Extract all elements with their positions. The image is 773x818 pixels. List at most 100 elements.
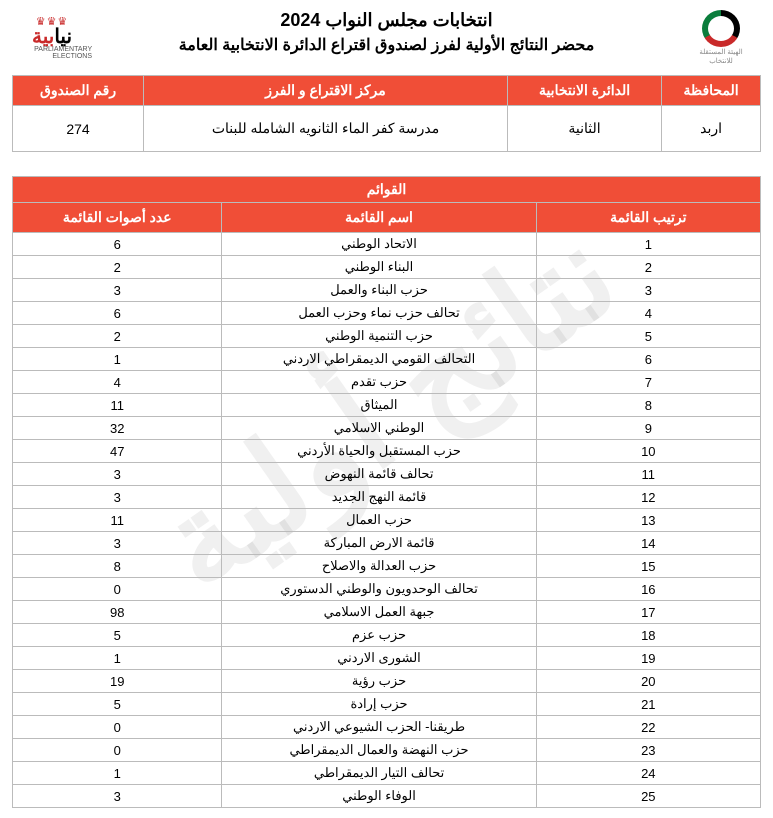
cell-name: البناء الوطني — [222, 256, 536, 279]
swirl-icon — [702, 10, 740, 47]
table-row: 18حزب عزم5 — [13, 624, 761, 647]
table-row: 25الوفاء الوطني3 — [13, 785, 761, 808]
cell-name: تحالف الوحدويون والوطني الدستوري — [222, 578, 536, 601]
cell-rank: 9 — [536, 417, 760, 440]
cell-votes: 0 — [13, 739, 222, 762]
cell-rank: 3 — [536, 279, 760, 302]
table-row: 15حزب العدالة والاصلاح8 — [13, 555, 761, 578]
page-title-1: انتخابات مجلس النواب 2024 — [92, 10, 681, 31]
logo-brand: نيابية — [32, 28, 72, 46]
cell-votes: 1 — [13, 647, 222, 670]
cell-votes: 8 — [13, 555, 222, 578]
info-center: مدرسة كفر الماء الثانويه الشامله للبنات — [144, 106, 508, 152]
cell-rank: 10 — [536, 440, 760, 463]
table-row: 2البناء الوطني2 — [13, 256, 761, 279]
cell-rank: 5 — [536, 325, 760, 348]
table-row: 20حزب رؤية19 — [13, 670, 761, 693]
lists-header-rank: ترتيب القائمة — [536, 203, 760, 233]
info-header-center: مركز الاقتراع و الفرز — [144, 76, 508, 106]
table-row: 21حزب إرادة5 — [13, 693, 761, 716]
logo-sub: PARLIAMENTARY ELECTIONS — [12, 46, 92, 60]
cell-name: تحالف قائمة النهوض — [222, 463, 536, 486]
cell-name: الشورى الاردني — [222, 647, 536, 670]
cell-votes: 3 — [13, 279, 222, 302]
cell-name: الوطني الاسلامي — [222, 417, 536, 440]
lists-header-votes: عدد أصوات القائمة — [13, 203, 222, 233]
logo-elections: ♛♛♛ نيابية PARLIAMENTARY ELECTIONS — [12, 10, 92, 65]
cell-name: حزب إرادة — [222, 693, 536, 716]
commission-line2: للانتخاب — [709, 58, 733, 65]
cell-rank: 11 — [536, 463, 760, 486]
cell-votes: 3 — [13, 785, 222, 808]
cell-name: حزب التنمية الوطني — [222, 325, 536, 348]
table-row: 10حزب المستقبل والحياة الأردني47 — [13, 440, 761, 463]
cell-name: حزب رؤية — [222, 670, 536, 693]
cell-rank: 17 — [536, 601, 760, 624]
cell-rank: 18 — [536, 624, 760, 647]
info-table: المحافظة الدائرة الانتخابية مركز الاقترا… — [12, 75, 761, 152]
lists-section-title: القوائم — [13, 177, 761, 203]
cell-votes: 5 — [13, 693, 222, 716]
table-row: 6التحالف القومي الديمقراطي الاردني1 — [13, 348, 761, 371]
cell-name: التحالف القومي الديمقراطي الاردني — [222, 348, 536, 371]
table-row: 5حزب التنمية الوطني2 — [13, 325, 761, 348]
table-row: 3حزب البناء والعمل3 — [13, 279, 761, 302]
table-row: 23حزب النهضة والعمال الديمقراطي0 — [13, 739, 761, 762]
cell-votes: 4 — [13, 371, 222, 394]
cell-name: تحالف حزب نماء وحزب العمل — [222, 302, 536, 325]
lists-table: القوائم ترتيب القائمة اسم القائمة عدد أص… — [12, 176, 761, 808]
cell-rank: 13 — [536, 509, 760, 532]
cell-rank: 16 — [536, 578, 760, 601]
table-row: 9الوطني الاسلامي32 — [13, 417, 761, 440]
table-row: 11تحالف قائمة النهوض3 — [13, 463, 761, 486]
cell-name: جبهة العمل الاسلامي — [222, 601, 536, 624]
cell-rank: 19 — [536, 647, 760, 670]
cell-rank: 1 — [536, 233, 760, 256]
cell-votes: 6 — [13, 302, 222, 325]
table-row: 4تحالف حزب نماء وحزب العمل6 — [13, 302, 761, 325]
logo-commission: الهيئة المستقلة للانتخاب — [681, 10, 761, 65]
cell-votes: 2 — [13, 325, 222, 348]
cell-name: حزب عزم — [222, 624, 536, 647]
info-district: الثانية — [507, 106, 661, 152]
cell-rank: 15 — [536, 555, 760, 578]
cell-name: قائمة النهج الجديد — [222, 486, 536, 509]
table-row: 13حزب العمال11 — [13, 509, 761, 532]
commission-line1: الهيئة المستقلة — [699, 49, 742, 56]
cell-rank: 2 — [536, 256, 760, 279]
lists-header-name: اسم القائمة — [222, 203, 536, 233]
cell-name: تحالف التيار الديمقراطي — [222, 762, 536, 785]
cell-votes: 1 — [13, 348, 222, 371]
info-header-box: رقم الصندوق — [13, 76, 144, 106]
cell-rank: 6 — [536, 348, 760, 371]
cell-name: حزب النهضة والعمال الديمقراطي — [222, 739, 536, 762]
cell-votes: 1 — [13, 762, 222, 785]
table-row: 16تحالف الوحدويون والوطني الدستوري0 — [13, 578, 761, 601]
cell-name: الوفاء الوطني — [222, 785, 536, 808]
cell-votes: 2 — [13, 256, 222, 279]
info-row: اربد الثانية مدرسة كفر الماء الثانويه ال… — [13, 106, 761, 152]
table-row: 7حزب تقدم4 — [13, 371, 761, 394]
cell-votes: 32 — [13, 417, 222, 440]
cell-votes: 6 — [13, 233, 222, 256]
table-row: 24تحالف التيار الديمقراطي1 — [13, 762, 761, 785]
header: ♛♛♛ نيابية PARLIAMENTARY ELECTIONS انتخا… — [12, 10, 761, 65]
table-row: 12قائمة النهج الجديد3 — [13, 486, 761, 509]
cell-rank: 24 — [536, 762, 760, 785]
cell-rank: 20 — [536, 670, 760, 693]
cell-name: قائمة الارض المباركة — [222, 532, 536, 555]
cell-name: الميثاق — [222, 394, 536, 417]
info-header-district: الدائرة الانتخابية — [507, 76, 661, 106]
cell-votes: 11 — [13, 509, 222, 532]
cell-rank: 7 — [536, 371, 760, 394]
cell-votes: 3 — [13, 532, 222, 555]
page-title-2: محضر النتائج الأولية لفرز لصندوق اقتراع … — [92, 35, 681, 55]
cell-votes: 47 — [13, 440, 222, 463]
cell-rank: 8 — [536, 394, 760, 417]
cell-rank: 12 — [536, 486, 760, 509]
cell-votes: 11 — [13, 394, 222, 417]
cell-votes: 5 — [13, 624, 222, 647]
cell-rank: 21 — [536, 693, 760, 716]
cell-name: حزب البناء والعمل — [222, 279, 536, 302]
cell-name: حزب العدالة والاصلاح — [222, 555, 536, 578]
